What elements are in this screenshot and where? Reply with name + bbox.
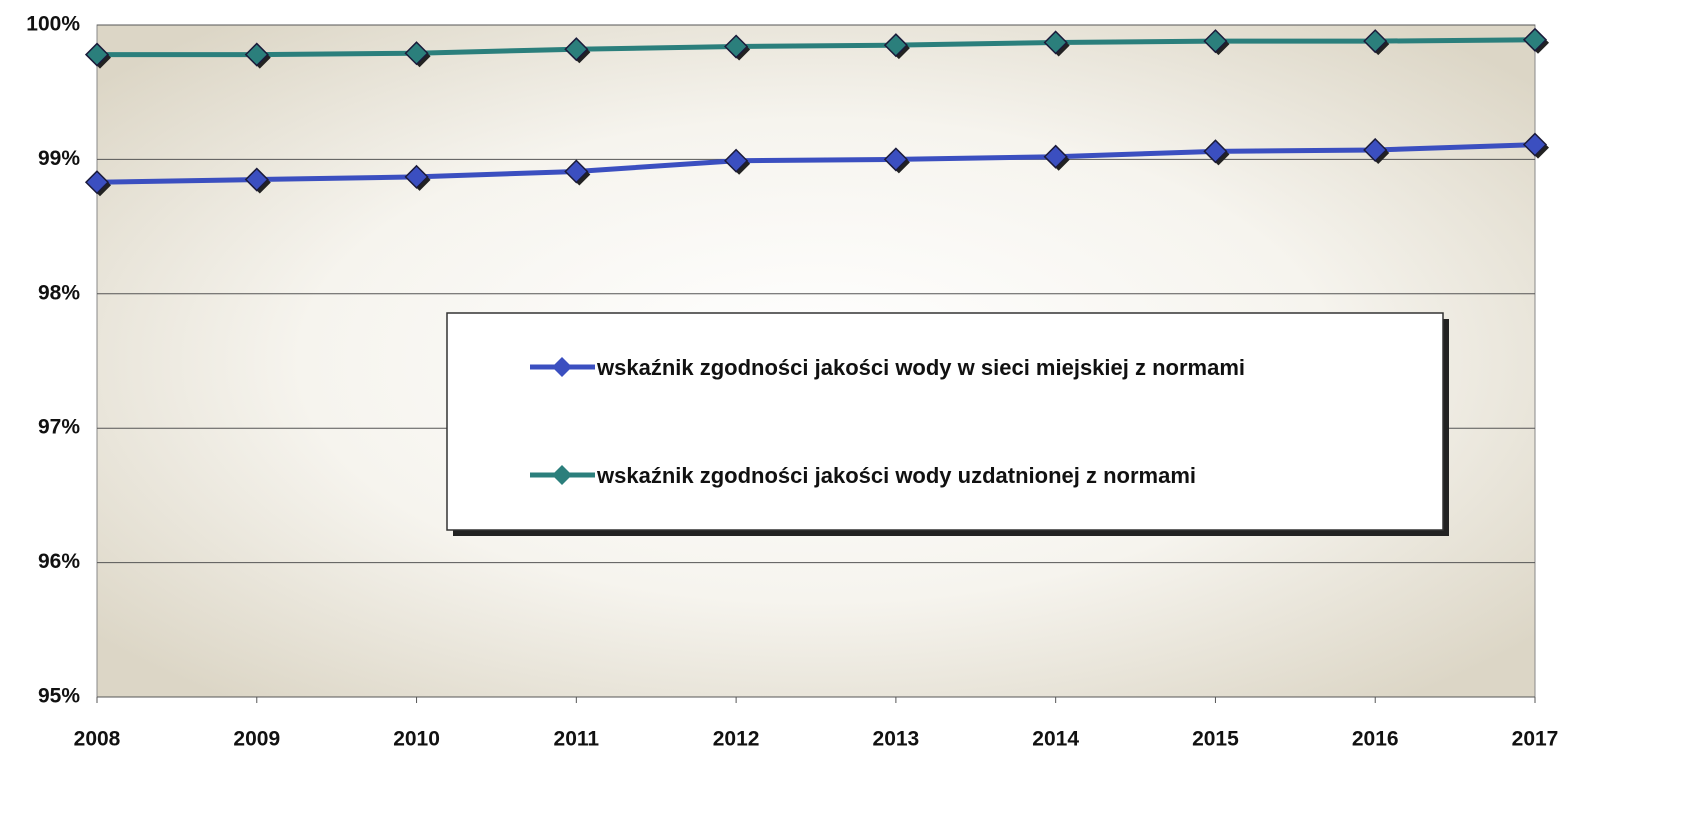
series-line — [97, 37, 1536, 58]
legend — [446, 312, 1444, 531]
marker — [84, 170, 110, 195]
marker — [883, 33, 908, 58]
marker — [1363, 137, 1388, 163]
marker — [1203, 29, 1228, 54]
y-tick-label: 98% — [38, 281, 80, 304]
x-tick-label: 2009 — [233, 728, 280, 751]
legend-label: wskaźnik zgodności jakości wody w sieci … — [596, 355, 1245, 380]
marker — [1043, 30, 1068, 55]
x-tick-label: 2012 — [713, 728, 760, 751]
legend-marker — [552, 357, 572, 377]
y-tick-label: 97% — [38, 416, 80, 439]
y-tick-label: 96% — [38, 550, 80, 573]
x-tick-label: 2010 — [393, 728, 440, 751]
marker — [244, 167, 269, 192]
x-tick-label: 2016 — [1352, 728, 1399, 751]
x-tick-label: 2008 — [74, 728, 121, 751]
marker — [404, 164, 429, 189]
marker — [84, 42, 110, 67]
marker — [1043, 144, 1068, 169]
x-tick-label: 2015 — [1192, 728, 1239, 751]
marker — [564, 159, 589, 184]
series-line — [96, 142, 1536, 185]
marker — [724, 34, 749, 59]
marker — [1522, 27, 1548, 52]
marker — [404, 41, 429, 66]
y-tick-label: 99% — [38, 147, 80, 170]
marker — [564, 37, 589, 62]
marker — [1203, 139, 1228, 164]
x-tick-label: 2011 — [554, 728, 600, 751]
marker — [883, 147, 908, 172]
marker — [1363, 29, 1388, 54]
y-tick-label: 95% — [38, 685, 80, 708]
legend-label: wskaźnik zgodności jakości wody uzdatnio… — [596, 463, 1196, 488]
x-tick-label: 2014 — [1032, 728, 1079, 751]
legend-marker — [552, 465, 572, 485]
marker — [724, 148, 749, 173]
x-tick-label: 2017 — [1512, 728, 1559, 751]
y-tick-label: 100% — [26, 13, 80, 36]
marker — [244, 42, 269, 67]
marker — [1522, 132, 1548, 157]
x-tick-label: 2013 — [873, 728, 920, 751]
